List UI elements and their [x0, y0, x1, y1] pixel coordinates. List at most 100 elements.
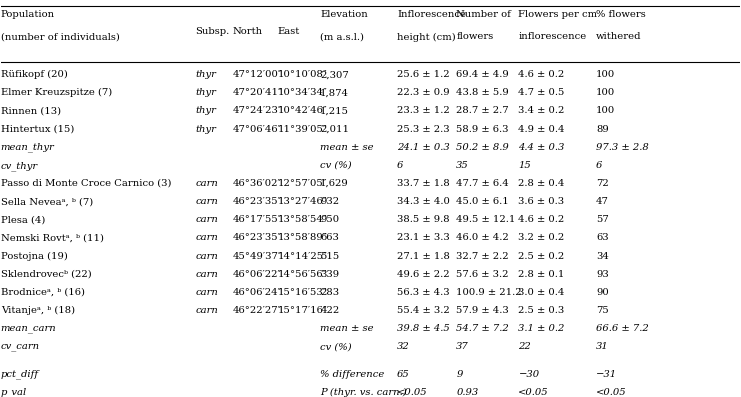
Text: 56.3 ± 4.3: 56.3 ± 4.3 [397, 288, 450, 297]
Text: 12°57′05″: 12°57′05″ [277, 179, 327, 188]
Text: 3.0 ± 0.4: 3.0 ± 0.4 [519, 288, 565, 297]
Text: thyr: thyr [195, 88, 216, 97]
Text: Plesa (4): Plesa (4) [1, 215, 45, 224]
Text: 45°49′37″: 45°49′37″ [232, 252, 282, 260]
Text: 33.7 ± 1.8: 33.7 ± 1.8 [397, 179, 450, 188]
Text: 4.6 ± 0.2: 4.6 ± 0.2 [519, 215, 565, 224]
Text: 69.4 ± 4.9: 69.4 ± 4.9 [456, 70, 509, 79]
Text: 3.4 ± 0.2: 3.4 ± 0.2 [519, 106, 565, 116]
Text: 24.1 ± 0.3: 24.1 ± 0.3 [397, 143, 450, 152]
Text: 4.4 ± 0.3: 4.4 ± 0.3 [519, 143, 565, 152]
Text: 6: 6 [596, 161, 602, 170]
Text: Sklendrovecᵇ (22): Sklendrovecᵇ (22) [1, 270, 91, 279]
Text: 46°23′35″: 46°23′35″ [232, 233, 282, 243]
Text: 47: 47 [596, 197, 609, 206]
Text: Brodniceᵃ, ᵇ (16): Brodniceᵃ, ᵇ (16) [1, 288, 84, 297]
Text: 950: 950 [320, 215, 339, 224]
Text: 32.7 ± 2.2: 32.7 ± 2.2 [456, 252, 509, 260]
Text: 25.3 ± 2.3: 25.3 ± 2.3 [397, 125, 450, 133]
Text: Elmer Kreuzspitze (7): Elmer Kreuzspitze (7) [1, 88, 112, 97]
Text: height (cm): height (cm) [397, 33, 456, 42]
Text: 100: 100 [596, 70, 615, 79]
Text: cv_carn: cv_carn [1, 342, 40, 351]
Text: 10°34′34″: 10°34′34″ [277, 88, 327, 97]
Text: 13°58′54″: 13°58′54″ [277, 215, 327, 224]
Text: Population: Population [1, 10, 55, 19]
Text: 0.93: 0.93 [456, 387, 479, 397]
Text: thyr: thyr [195, 125, 216, 133]
Text: East: East [277, 27, 299, 36]
Text: 2.8 ± 0.1: 2.8 ± 0.1 [519, 270, 565, 279]
Text: 46°22′27″: 46°22′27″ [232, 306, 282, 315]
Text: inflorescence: inflorescence [519, 33, 587, 41]
Text: <0.05: <0.05 [519, 387, 549, 397]
Text: 11°39′05″: 11°39′05″ [277, 125, 327, 133]
Text: Inflorescence: Inflorescence [397, 10, 466, 19]
Text: 66.6 ± 7.2: 66.6 ± 7.2 [596, 324, 649, 333]
Text: 49.6 ± 2.2: 49.6 ± 2.2 [397, 270, 450, 279]
Text: 100: 100 [596, 106, 615, 116]
Text: mean ± se: mean ± se [320, 324, 373, 333]
Text: 1,215: 1,215 [320, 106, 349, 116]
Text: 100: 100 [596, 88, 615, 97]
Text: 515: 515 [320, 252, 339, 260]
Text: 15°16′53″: 15°16′53″ [277, 288, 327, 297]
Text: 22.3 ± 0.9: 22.3 ± 0.9 [397, 88, 450, 97]
Text: Number of: Number of [456, 10, 511, 19]
Text: 932: 932 [320, 197, 339, 206]
Text: 47°06′46″: 47°06′46″ [232, 125, 282, 133]
Text: 46°17′55″: 46°17′55″ [232, 215, 282, 224]
Text: 65: 65 [397, 370, 410, 378]
Text: 47°20′41″: 47°20′41″ [232, 88, 282, 97]
Text: 6: 6 [397, 161, 404, 170]
Text: 31: 31 [596, 342, 609, 351]
Text: carn: carn [195, 270, 218, 279]
Text: 63: 63 [596, 233, 608, 243]
Text: 93: 93 [596, 270, 609, 279]
Text: 283: 283 [320, 288, 339, 297]
Text: 422: 422 [320, 306, 339, 315]
Text: 663: 663 [320, 233, 339, 243]
Text: 39.8 ± 4.5: 39.8 ± 4.5 [397, 324, 450, 333]
Text: 57.9 ± 4.3: 57.9 ± 4.3 [456, 306, 509, 315]
Text: 46°06′24″: 46°06′24″ [232, 288, 282, 297]
Text: 339: 339 [320, 270, 339, 279]
Text: Rüfikopf (20): Rüfikopf (20) [1, 70, 67, 79]
Text: 4.6 ± 0.2: 4.6 ± 0.2 [519, 70, 565, 79]
Text: <0.05: <0.05 [596, 387, 627, 397]
Text: 10°42′46″: 10°42′46″ [277, 106, 327, 116]
Text: 2.8 ± 0.4: 2.8 ± 0.4 [519, 179, 565, 188]
Text: 35: 35 [456, 161, 469, 170]
Text: flowers: flowers [456, 33, 494, 41]
Text: 89: 89 [596, 125, 609, 133]
Text: Rinnen (13): Rinnen (13) [1, 106, 61, 116]
Text: (number of individuals): (number of individuals) [1, 33, 119, 41]
Text: p_val: p_val [1, 387, 27, 397]
Text: 43.8 ± 5.9: 43.8 ± 5.9 [456, 88, 509, 97]
Text: Subsp.: Subsp. [195, 27, 230, 36]
Text: mean ± se: mean ± se [320, 143, 373, 152]
Text: carn: carn [195, 179, 218, 188]
Text: Postojna (19): Postojna (19) [1, 252, 67, 261]
Text: 34: 34 [596, 252, 609, 260]
Text: 2.5 ± 0.2: 2.5 ± 0.2 [519, 252, 565, 260]
Text: 3.1 ± 0.2: 3.1 ± 0.2 [519, 324, 565, 333]
Text: withered: withered [596, 33, 642, 41]
Text: 3.2 ± 0.2: 3.2 ± 0.2 [519, 233, 565, 243]
Text: 9: 9 [456, 370, 462, 378]
Text: 58.9 ± 6.3: 58.9 ± 6.3 [456, 125, 509, 133]
Text: % flowers: % flowers [596, 10, 646, 19]
Text: 72: 72 [596, 179, 609, 188]
Text: 45.0 ± 6.1: 45.0 ± 6.1 [456, 197, 509, 206]
Text: 47°24′23″: 47°24′23″ [232, 106, 282, 116]
Text: 57.6 ± 3.2: 57.6 ± 3.2 [456, 270, 509, 279]
Text: 2,011: 2,011 [320, 125, 349, 133]
Text: 100.9 ± 21.2: 100.9 ± 21.2 [456, 288, 522, 297]
Text: 97.3 ± 2.8: 97.3 ± 2.8 [596, 143, 649, 152]
Text: 23.1 ± 3.3: 23.1 ± 3.3 [397, 233, 450, 243]
Text: 3.6 ± 0.3: 3.6 ± 0.3 [519, 197, 565, 206]
Text: 37: 37 [456, 342, 469, 351]
Text: 13°58′89″: 13°58′89″ [277, 233, 327, 243]
Text: 25.6 ± 1.2: 25.6 ± 1.2 [397, 70, 450, 79]
Text: <0.05: <0.05 [397, 387, 428, 397]
